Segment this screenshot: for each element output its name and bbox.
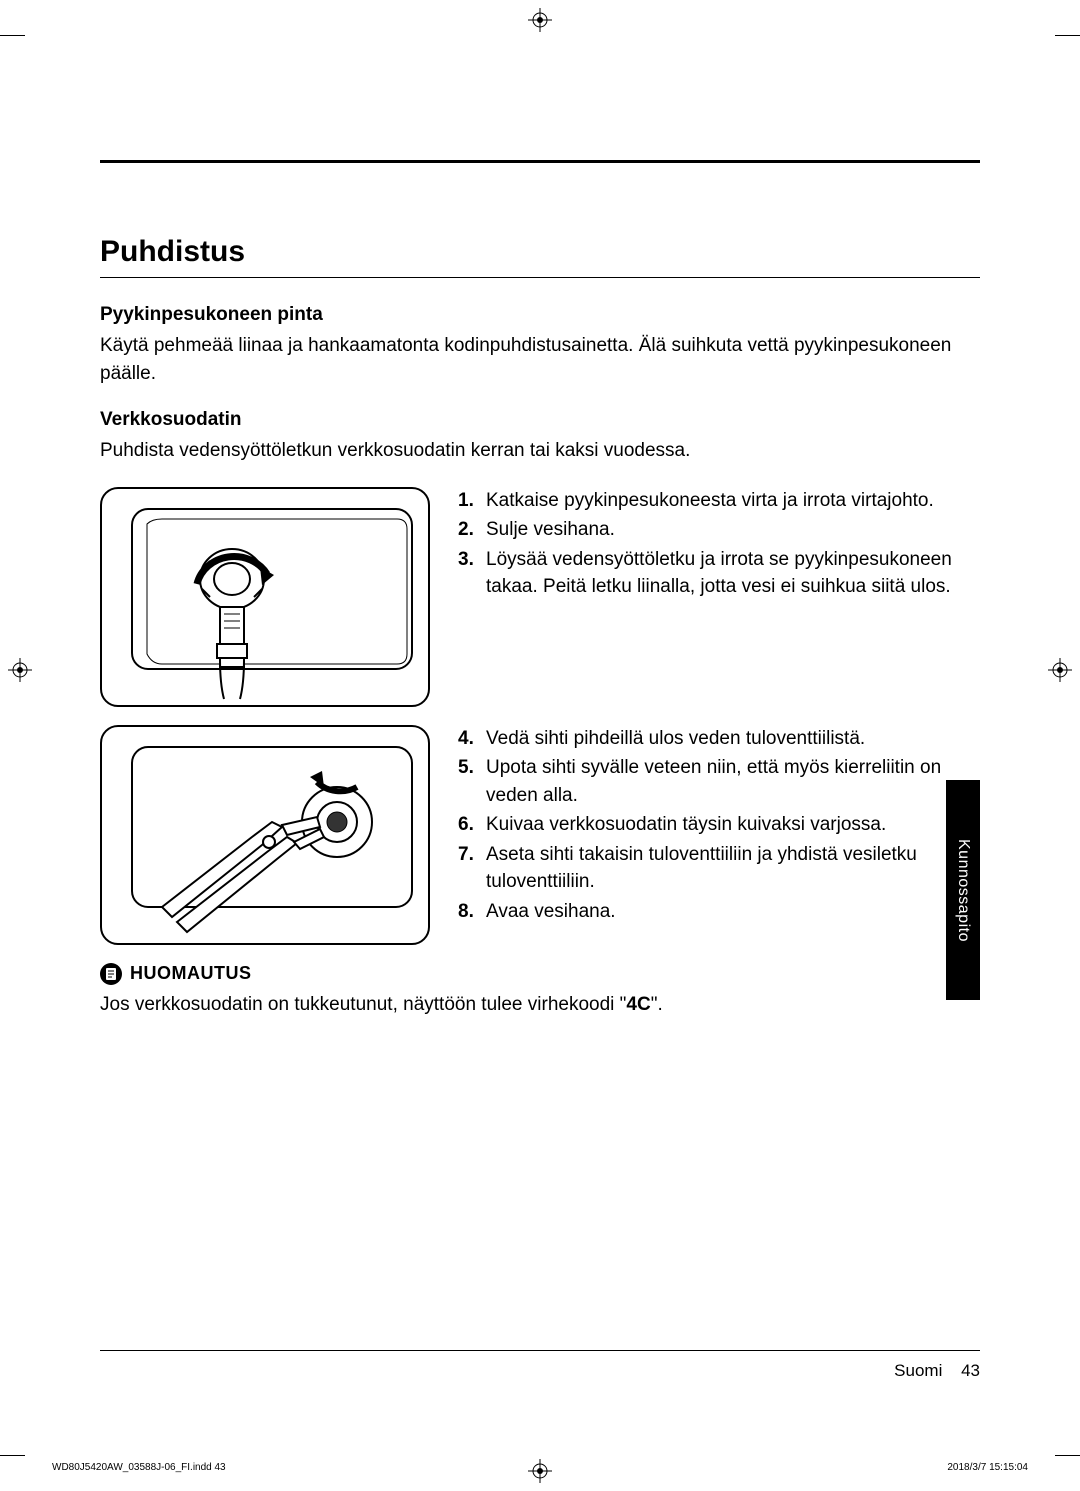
top-rule (100, 160, 980, 163)
steps-list-a: 1.Katkaise pyykinpesukoneesta virta ja i… (458, 487, 980, 603)
step-item: 4.Vedä sihti pihdeillä ulos veden tulove… (458, 725, 980, 753)
step-number: 1. (458, 487, 480, 515)
step-number: 2. (458, 516, 480, 544)
step-block-b: 4.Vedä sihti pihdeillä ulos veden tulove… (100, 725, 980, 945)
note-label: HUOMAUTUS (130, 963, 252, 984)
step-number: 8. (458, 898, 480, 926)
page-content: Puhdistus Pyykinpesukoneen pinta Käytä p… (100, 160, 980, 1391)
step-item: 5.Upota sihti syvälle veteen niin, että … (458, 754, 980, 809)
step-text: Sulje vesihana. (486, 516, 615, 544)
step-item: 2.Sulje vesihana. (458, 516, 980, 544)
step-item: 6.Kuivaa verkkosuodatin täysin kuivaksi … (458, 811, 980, 839)
step-number: 5. (458, 754, 480, 809)
registration-mark-icon (1048, 658, 1072, 682)
section-heading-surface: Pyykinpesukoneen pinta (100, 304, 980, 326)
step-item: 3.Löysää vedensyöttöletku ja irrota se p… (458, 546, 980, 601)
crop-mark (1055, 35, 1080, 36)
step-number: 6. (458, 811, 480, 839)
step-number: 3. (458, 546, 480, 601)
registration-mark-icon (528, 8, 552, 32)
title-rule (100, 277, 980, 278)
step-text: Katkaise pyykinpesukoneesta virta ja irr… (486, 487, 934, 515)
steps-list-b: 4.Vedä sihti pihdeillä ulos veden tulove… (458, 725, 980, 928)
crop-mark (1055, 1455, 1080, 1456)
crop-mark (0, 35, 25, 36)
illustration-hose-removal (100, 487, 430, 707)
error-code: 4C (626, 994, 650, 1015)
step-number: 7. (458, 841, 480, 896)
footer-page-number: 43 (961, 1361, 980, 1380)
section-text-surface: Käytä pehmeää liinaa ja hankaamatonta ko… (100, 332, 980, 387)
page-title: Puhdistus (100, 235, 980, 269)
step-text: Vedä sihti pihdeillä ulos veden tulovent… (486, 725, 865, 753)
section-heading-filter: Verkkosuodatin (100, 409, 980, 431)
footer: Suomi 43 (894, 1361, 980, 1381)
note-icon (100, 963, 122, 985)
step-number: 4. (458, 725, 480, 753)
note-header: HUOMAUTUS (100, 963, 980, 985)
step-item: 8.Avaa vesihana. (458, 898, 980, 926)
indesign-filename: WD80J5420AW_03588J-06_FI.indd 43 (52, 1462, 226, 1473)
section-text-filter: Puhdista vedensyöttöletkun verkkosuodati… (100, 437, 980, 465)
step-text: Kuivaa verkkosuodatin täysin kuivaksi va… (486, 811, 886, 839)
section-tab: Kunnossapito (946, 780, 980, 1000)
section-tab-label: Kunnossapito (954, 839, 972, 942)
step-text: Upota sihti syvälle veteen niin, että my… (486, 754, 980, 809)
step-text: Avaa vesihana. (486, 898, 616, 926)
crop-mark (0, 1455, 25, 1456)
registration-mark-icon (528, 1459, 552, 1483)
print-timestamp: 2018/3/7 15:15:04 (947, 1462, 1028, 1473)
illustration-filter-removal (100, 725, 430, 945)
note-text: Jos verkkosuodatin on tukkeutunut, näytt… (100, 991, 980, 1019)
note-text-post: ". (651, 994, 663, 1015)
step-text: Aseta sihti takaisin tuloventtiiliin ja … (486, 841, 980, 896)
note-text-pre: Jos verkkosuodatin on tukkeutunut, näytt… (100, 994, 626, 1015)
registration-mark-icon (8, 658, 32, 682)
step-item: 1.Katkaise pyykinpesukoneesta virta ja i… (458, 487, 980, 515)
footer-language: Suomi (894, 1361, 942, 1380)
footer-rule (100, 1350, 980, 1351)
step-text: Löysää vedensyöttöletku ja irrota se pyy… (486, 546, 980, 601)
step-item: 7.Aseta sihti takaisin tuloventtiiliin j… (458, 841, 980, 896)
step-block-a: 1.Katkaise pyykinpesukoneesta virta ja i… (100, 487, 980, 707)
